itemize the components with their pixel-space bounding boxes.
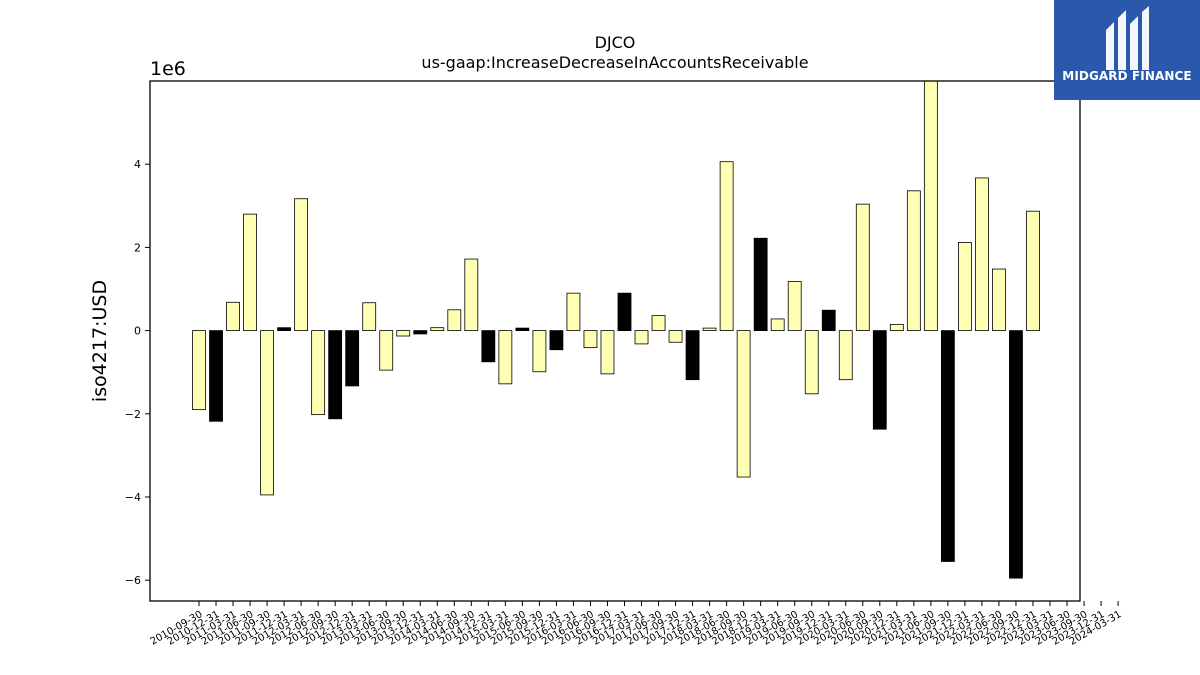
bar-2022-06-30 — [992, 268, 1006, 331]
y-tick-label: 4 — [134, 158, 141, 171]
y-axis-multiplier: 1e6 — [150, 58, 186, 80]
bar-2011-06-30 — [243, 213, 257, 331]
bar-2013-06-30 — [379, 330, 394, 371]
bar-2012-12-31 — [345, 330, 360, 387]
bar-2013-03-31 — [362, 302, 377, 332]
bar-2012-09-30 — [328, 330, 343, 420]
bar-2021-03-31 — [906, 190, 921, 332]
bar-2011-03-31 — [226, 301, 240, 331]
bar-2011-12-31 — [277, 327, 292, 332]
y-ticks-group: −6 −4 −2 0 2 4 — [125, 158, 150, 587]
bar-2017-03-31 — [634, 330, 649, 345]
bar-2015-09-30 — [532, 330, 547, 373]
bar-2019-12-31 — [821, 309, 836, 332]
bar-2016-09-30 — [600, 330, 615, 375]
bar-2015-06-30 — [515, 327, 530, 332]
bar-2010-09-30 — [192, 330, 206, 411]
bar-2021-06-30 — [923, 80, 938, 332]
bar-2020-09-30 — [872, 330, 887, 430]
bar-2019-09-30 — [804, 330, 819, 395]
bar-2011-09-30 — [260, 330, 274, 496]
bar-2012-06-30 — [311, 330, 326, 416]
x-ticks-group: 2010-09-302010-12-312011-03-312011-06-30… — [149, 601, 1124, 648]
bar-2021-12-31 — [958, 242, 972, 332]
plot-frame — [149, 80, 1081, 602]
bar-2019-03-31 — [770, 318, 785, 332]
bar-2020-06-30 — [855, 203, 870, 331]
chart-subtitle: us-gaap:IncreaseDecreaseInAccountsReceiv… — [421, 53, 808, 72]
bar-2015-03-31 — [498, 330, 513, 385]
bar-2018-06-30 — [719, 161, 734, 331]
bar-2022-12-31 — [1026, 210, 1040, 332]
y-tick-label: 0 — [134, 325, 141, 338]
bar-2013-09-30 — [396, 330, 411, 337]
bar-2015-12-31 — [549, 330, 564, 351]
y-tick-label: −4 — [125, 491, 141, 504]
bar-2016-12-31 — [617, 292, 632, 332]
y-tick-label: 2 — [134, 241, 141, 254]
bar-2019-06-30 — [787, 281, 802, 332]
bar-2018-09-30 — [736, 330, 751, 478]
bar-2014-09-30 — [464, 258, 479, 331]
y-tick-label: −6 — [125, 574, 141, 587]
bar-2017-09-30 — [668, 330, 683, 343]
bar-2018-03-31 — [702, 327, 717, 332]
bar-2018-12-31 — [753, 237, 768, 331]
bar-2013-12-31 — [413, 330, 428, 335]
midgard-logo-icon — [1106, 6, 1149, 70]
bar-2016-03-31 — [566, 292, 581, 332]
bar-2017-06-30 — [651, 315, 666, 331]
bar-2022-03-31 — [975, 177, 989, 331]
bar-2014-12-31 — [481, 330, 496, 363]
bar-2021-09-30 — [940, 330, 955, 562]
bar-2017-12-31 — [685, 330, 700, 381]
bar-2014-06-30 — [447, 309, 462, 331]
y-axis-label: iso4217:USD — [89, 280, 111, 402]
bar-2012-03-31 — [294, 198, 309, 331]
brand-name: MIDGARD FINANCE — [1062, 69, 1192, 83]
bar-2020-03-31 — [838, 330, 853, 381]
bar-2016-06-30 — [583, 330, 598, 349]
chart-title: DJCO — [595, 33, 636, 52]
bar-2020-12-31 — [889, 323, 904, 331]
brand-logo: MIDGARD FINANCE — [1054, 0, 1200, 100]
y-tick-label: −2 — [125, 408, 141, 421]
bars-group — [192, 80, 1040, 579]
bar-2022-09-30 — [1009, 330, 1023, 579]
bar-2010-12-31 — [209, 330, 223, 422]
bar-2014-03-31 — [430, 327, 445, 332]
